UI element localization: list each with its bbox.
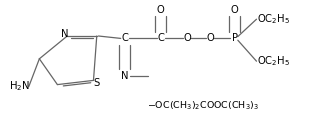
Text: $-$OC(CH$_3$)$_2$COOC(CH$_3$)$_3$: $-$OC(CH$_3$)$_2$COOC(CH$_3$)$_3$ bbox=[147, 99, 259, 112]
Text: C: C bbox=[157, 33, 164, 43]
Text: N: N bbox=[61, 29, 68, 39]
Text: C: C bbox=[121, 33, 128, 43]
Text: OC$_2$H$_5$: OC$_2$H$_5$ bbox=[257, 54, 291, 68]
Text: O: O bbox=[231, 5, 238, 15]
Text: OC$_2$H$_5$: OC$_2$H$_5$ bbox=[257, 12, 291, 26]
Text: O: O bbox=[206, 33, 214, 43]
Text: O: O bbox=[183, 33, 191, 43]
Text: H$_2$N: H$_2$N bbox=[9, 79, 30, 93]
Text: S: S bbox=[93, 78, 100, 88]
Text: O: O bbox=[157, 5, 165, 15]
Text: N: N bbox=[121, 71, 128, 81]
Text: P: P bbox=[232, 33, 237, 43]
